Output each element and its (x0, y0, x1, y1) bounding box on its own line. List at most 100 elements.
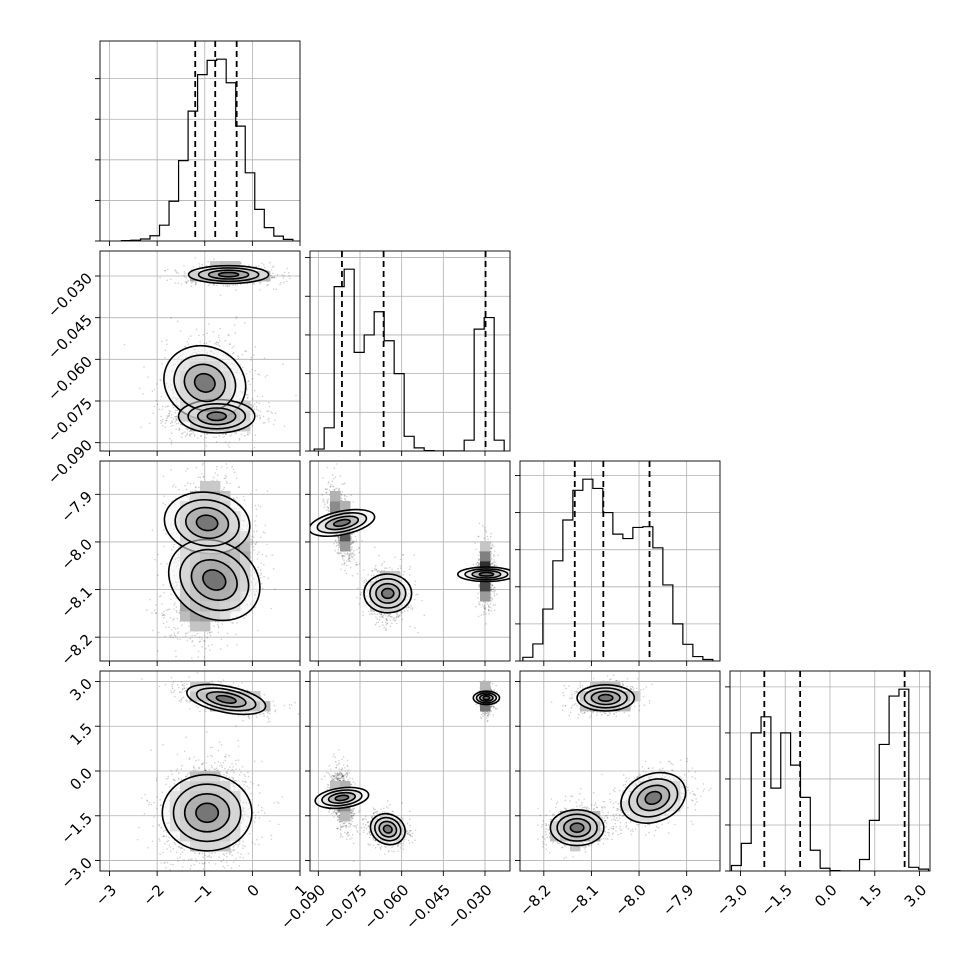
scatter-point (162, 475, 165, 478)
scatter-point (287, 272, 290, 274)
y-tick-label: −7.9 (58, 488, 96, 526)
scatter-point (248, 264, 250, 267)
scatter-point (199, 640, 202, 643)
scatter-point (246, 433, 249, 436)
scatter-point (341, 499, 343, 502)
scatter-point (169, 634, 171, 637)
scatter-point (191, 641, 193, 643)
scatter-point (238, 439, 241, 441)
scatter-point (235, 477, 238, 480)
scatter-point (270, 277, 273, 279)
scatter-point (170, 416, 173, 419)
scatter-point (191, 657, 193, 659)
scatter-point (263, 266, 266, 269)
scatter-point (179, 638, 181, 641)
histogram-step-line (313, 268, 505, 451)
scatter-point (389, 619, 392, 621)
scatter-point (272, 568, 275, 570)
scatter-point (231, 347, 233, 349)
scatter-point (170, 443, 173, 445)
scatter-point (171, 549, 173, 551)
scatter-point (212, 476, 215, 479)
scatter-point (206, 632, 209, 635)
scatter-point (155, 383, 158, 385)
scatter-point (169, 437, 171, 440)
scatter-point (251, 406, 253, 409)
scatter-point (193, 645, 195, 647)
scatter-point (186, 433, 189, 435)
scatter-point (174, 628, 177, 630)
scatter-point (175, 606, 178, 608)
scatter-point (162, 502, 164, 505)
scatter-point (259, 569, 262, 571)
scatter-point (207, 644, 210, 647)
scatter-point (174, 409, 177, 412)
scatter-point (250, 359, 252, 361)
scatter-point (175, 270, 177, 272)
scatter-point (218, 339, 221, 342)
scatter-point (221, 489, 223, 492)
scatter-point (184, 632, 187, 635)
scatter-point (162, 622, 165, 625)
scatter-point (215, 343, 218, 345)
scatter-point (216, 623, 219, 626)
scatter-point (161, 405, 164, 408)
scatter-point (271, 554, 274, 556)
scatter-point (205, 342, 208, 345)
scatter-point (251, 398, 254, 400)
scatter-point (152, 629, 154, 632)
scatter-point (270, 411, 272, 413)
scatter-point (261, 553, 264, 556)
scatter-point (328, 489, 331, 492)
scatter-point (415, 594, 417, 596)
scatter-point (192, 482, 195, 485)
scatter-point (255, 489, 258, 491)
scatter-point (270, 274, 273, 277)
scatter-point (174, 416, 177, 418)
scatter-point (241, 353, 244, 356)
scatter-point (236, 496, 238, 499)
scatter-point (164, 349, 167, 352)
scatter-point (253, 536, 255, 539)
scatter-point (235, 633, 237, 636)
scatter-point (149, 598, 151, 601)
density-cell (200, 481, 211, 492)
scatter-point (238, 448, 240, 450)
scatter-point (252, 405, 255, 407)
scatter-point (240, 433, 243, 435)
scatter-point (161, 340, 163, 343)
scatter-point (184, 346, 187, 348)
scatter-point (186, 280, 188, 283)
scatter-point (172, 485, 174, 488)
scatter-point (185, 488, 188, 491)
scatter-point (186, 434, 188, 436)
scatter-point (168, 412, 171, 414)
scatter-point (188, 430, 191, 433)
scatter-point (222, 284, 225, 287)
scatter-point (225, 476, 228, 478)
scatter-point (163, 591, 165, 594)
scatter-point (190, 432, 193, 435)
density-panel-2-1 (305, 460, 511, 666)
scatter-point (185, 470, 187, 472)
scatter-point (349, 560, 352, 563)
scatter-point (186, 428, 189, 431)
scatter-point (336, 544, 339, 547)
scatter-point (182, 432, 184, 434)
scatter-point (257, 504, 260, 506)
scatter-point (484, 529, 486, 532)
scatter-point (217, 621, 220, 623)
scatter-point (253, 403, 256, 405)
scatter-point (192, 432, 195, 434)
scatter-point (235, 317, 237, 320)
scatter-point (219, 648, 222, 650)
scatter-point (490, 588, 492, 591)
scatter-point (264, 376, 267, 378)
scatter-point (184, 484, 186, 487)
scatter-point (494, 603, 496, 606)
y-tick-label: −0.090 (44, 436, 96, 488)
scatter-point (178, 488, 180, 491)
scatter-point (256, 558, 259, 560)
scatter-point (173, 617, 175, 620)
scatter-point (338, 487, 341, 490)
